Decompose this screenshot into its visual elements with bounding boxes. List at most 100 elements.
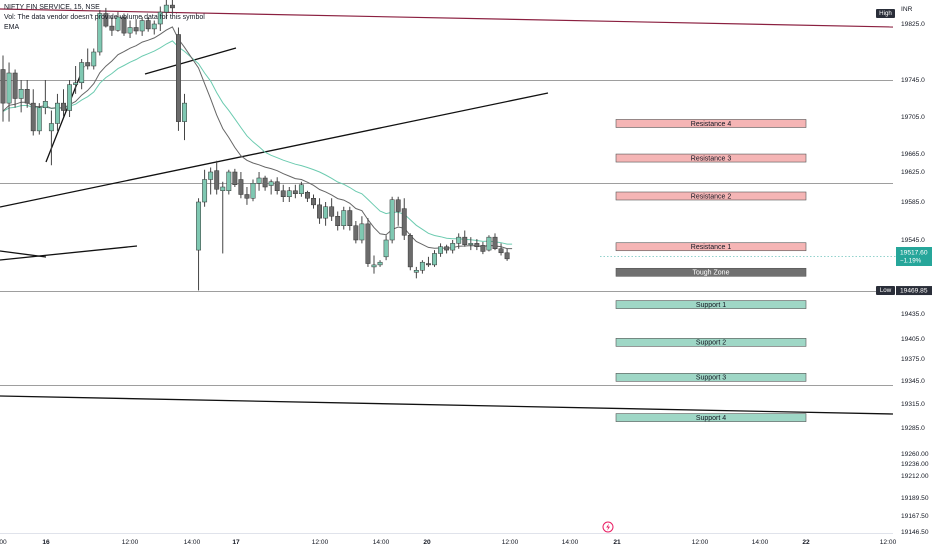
candle[interactable] bbox=[317, 198, 323, 224]
trendline[interactable] bbox=[0, 395, 894, 415]
candle[interactable] bbox=[498, 243, 504, 256]
candle[interactable] bbox=[196, 198, 202, 291]
candle[interactable] bbox=[169, 0, 175, 14]
candle[interactable] bbox=[157, 6, 163, 32]
support-zone[interactable]: Support 4 bbox=[615, 413, 807, 422]
candle[interactable] bbox=[214, 160, 220, 195]
candle[interactable] bbox=[6, 62, 12, 122]
candle[interactable] bbox=[208, 167, 214, 195]
resistance-zone[interactable]: Resistance 3 bbox=[615, 153, 807, 162]
candle[interactable] bbox=[256, 172, 262, 191]
candle[interactable] bbox=[121, 13, 127, 36]
candle[interactable] bbox=[24, 80, 30, 108]
candle[interactable] bbox=[486, 235, 492, 252]
candle[interactable] bbox=[426, 256, 431, 267]
candle[interactable] bbox=[456, 233, 462, 249]
candle[interactable] bbox=[377, 260, 383, 267]
candle[interactable] bbox=[97, 10, 103, 56]
candle[interactable] bbox=[115, 12, 121, 32]
support-zone[interactable]: Support 3 bbox=[615, 373, 807, 382]
candle[interactable] bbox=[335, 211, 341, 231]
candle[interactable] bbox=[298, 181, 304, 197]
candle[interactable] bbox=[292, 184, 298, 199]
candle[interactable] bbox=[395, 196, 401, 226]
candle[interactable] bbox=[280, 184, 286, 202]
trendline[interactable] bbox=[0, 92, 549, 208]
candle[interactable] bbox=[492, 233, 498, 251]
candle[interactable] bbox=[262, 175, 268, 191]
candle[interactable] bbox=[36, 103, 42, 135]
candle[interactable] bbox=[202, 169, 208, 207]
candle[interactable] bbox=[286, 187, 292, 202]
top-trendline[interactable] bbox=[0, 8, 894, 28]
candle[interactable] bbox=[42, 80, 48, 115]
candle[interactable] bbox=[359, 216, 365, 244]
candle[interactable] bbox=[432, 250, 437, 267]
candle[interactable] bbox=[238, 172, 244, 199]
trendline[interactable] bbox=[0, 245, 138, 261]
candle[interactable] bbox=[12, 69, 18, 108]
support-zone[interactable]: Support 1 bbox=[615, 300, 807, 309]
candle[interactable] bbox=[383, 235, 389, 261]
candle[interactable] bbox=[67, 80, 72, 117]
candle[interactable] bbox=[450, 240, 456, 254]
candle[interactable] bbox=[151, 20, 157, 35]
candle[interactable] bbox=[244, 187, 250, 205]
candle[interactable] bbox=[226, 169, 232, 195]
candle[interactable] bbox=[480, 242, 486, 255]
resistance-zone[interactable]: Resistance 4 bbox=[615, 119, 807, 128]
trendline[interactable] bbox=[144, 47, 237, 75]
candle[interactable] bbox=[145, 17, 151, 32]
candle[interactable] bbox=[323, 202, 329, 226]
candle[interactable] bbox=[365, 218, 371, 267]
candle[interactable] bbox=[347, 206, 353, 231]
candle[interactable] bbox=[109, 16, 115, 36]
candle[interactable] bbox=[73, 66, 79, 94]
candle[interactable] bbox=[341, 206, 347, 230]
candle[interactable] bbox=[268, 179, 274, 195]
candle[interactable] bbox=[133, 19, 139, 35]
candle[interactable] bbox=[127, 20, 133, 39]
candle[interactable] bbox=[468, 237, 474, 251]
candle[interactable] bbox=[61, 89, 66, 117]
candle[interactable] bbox=[438, 243, 444, 257]
candle[interactable] bbox=[79, 59, 85, 90]
support-zone[interactable]: Support 2 bbox=[615, 338, 807, 347]
candle[interactable] bbox=[305, 190, 310, 202]
candle[interactable] bbox=[18, 80, 24, 113]
candle[interactable] bbox=[103, 7, 109, 28]
candle[interactable] bbox=[91, 48, 97, 70]
candle[interactable] bbox=[220, 181, 226, 254]
candle[interactable] bbox=[85, 48, 91, 70]
candle[interactable] bbox=[413, 266, 419, 279]
candle[interactable] bbox=[182, 93, 187, 141]
candle[interactable] bbox=[329, 198, 335, 221]
candle[interactable] bbox=[30, 89, 36, 136]
candle[interactable] bbox=[474, 239, 480, 251]
candle[interactable] bbox=[250, 179, 256, 202]
candle[interactable] bbox=[48, 110, 54, 166]
candle[interactable] bbox=[371, 255, 377, 274]
candle[interactable] bbox=[163, 0, 169, 20]
candle[interactable] bbox=[0, 55, 6, 122]
trendline[interactable] bbox=[45, 65, 85, 163]
lightning-event-icon[interactable] bbox=[602, 521, 614, 533]
candle[interactable] bbox=[444, 244, 450, 254]
candle[interactable] bbox=[176, 27, 181, 131]
candle[interactable] bbox=[389, 196, 395, 244]
candle[interactable] bbox=[401, 198, 407, 240]
candle[interactable] bbox=[462, 230, 468, 247]
candle[interactable] bbox=[232, 168, 238, 187]
candle[interactable] bbox=[139, 17, 145, 36]
candle[interactable] bbox=[407, 233, 413, 271]
candle[interactable] bbox=[311, 194, 316, 209]
candle[interactable] bbox=[504, 248, 510, 261]
tough-zone[interactable]: Tough Zone bbox=[615, 267, 807, 277]
candle[interactable] bbox=[274, 177, 280, 195]
candle[interactable] bbox=[419, 260, 425, 274]
legend-indicator[interactable]: EMA bbox=[4, 24, 20, 31]
trendline[interactable] bbox=[0, 250, 47, 258]
resistance-zone[interactable]: Resistance 2 bbox=[615, 191, 807, 200]
